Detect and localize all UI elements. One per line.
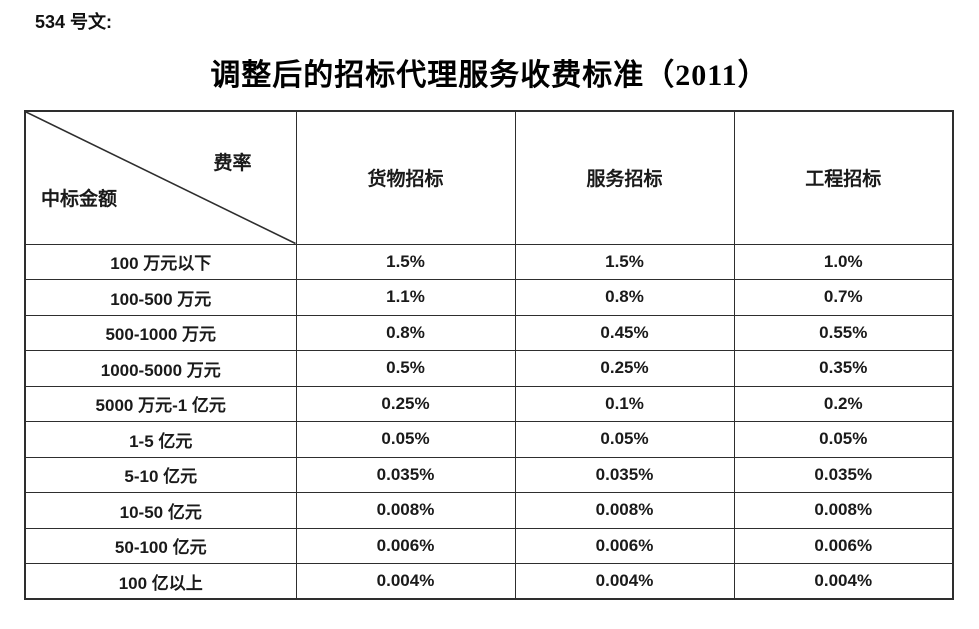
- fee-rate-cell: 0.006%: [733, 527, 954, 564]
- fee-rate-cell: 1.1%: [295, 279, 516, 316]
- fee-rate-cell: 0.035%: [295, 456, 516, 493]
- fee-standard-table: 费率 中标金额 货物招标 服务招标 工程招标 100 万元以下 1.5% 1.5% 1…: [24, 110, 954, 600]
- amount-tier-cell: 1-5 亿元: [24, 421, 297, 458]
- fee-rate-cell: 1.0%: [733, 243, 954, 280]
- fee-rate-cell: 0.8%: [295, 314, 516, 351]
- amount-tier-cell: 100 亿以上: [24, 563, 297, 600]
- amount-tier-cell: 5000 万元-1 亿元: [24, 385, 297, 422]
- fee-rate-cell: 0.008%: [295, 492, 516, 529]
- table-row: 1-5 亿元 0.05% 0.05% 0.05%: [24, 421, 954, 458]
- table-row: 1000-5000 万元 0.5% 0.25% 0.35%: [24, 350, 954, 387]
- fee-rate-cell: 0.8%: [514, 279, 735, 316]
- column-header-service-bidding: 服务招标: [514, 110, 735, 245]
- amount-tier-cell: 500-1000 万元: [24, 314, 297, 351]
- fee-rate-cell: 0.35%: [733, 350, 954, 387]
- fee-rate-cell: 0.035%: [514, 456, 735, 493]
- fee-rate-cell: 0.006%: [295, 527, 516, 564]
- table-row: 100 亿以上 0.004% 0.004% 0.004%: [24, 563, 954, 600]
- fee-rate-cell: 0.05%: [733, 421, 954, 458]
- fee-rate-cell: 1.5%: [514, 243, 735, 280]
- table-header-row: 费率 中标金额 货物招标 服务招标 工程招标: [24, 110, 954, 245]
- corner-label-amount: 中标金额: [41, 188, 118, 210]
- table-row: 5-10 亿元 0.035% 0.035% 0.035%: [24, 456, 954, 493]
- fee-rate-cell: 0.45%: [514, 314, 735, 351]
- fee-rate-cell: 0.004%: [733, 563, 954, 600]
- amount-tier-cell: 1000-5000 万元: [24, 350, 297, 387]
- amount-tier-cell: 5-10 亿元: [24, 456, 297, 493]
- fee-rate-cell: 0.035%: [733, 456, 954, 493]
- fee-rate-cell: 0.2%: [733, 385, 954, 422]
- fee-rate-cell: 0.25%: [514, 350, 735, 387]
- fee-rate-cell: 0.05%: [295, 421, 516, 458]
- table-row: 500-1000 万元 0.8% 0.45% 0.55%: [24, 314, 954, 351]
- amount-tier-cell: 50-100 亿元: [24, 527, 297, 564]
- fee-rate-cell: 0.7%: [733, 279, 954, 316]
- fee-rate-cell: 1.5%: [295, 243, 516, 280]
- table-row: 100-500 万元 1.1% 0.8% 0.7%: [24, 279, 954, 316]
- amount-tier-cell: 10-50 亿元: [24, 492, 297, 529]
- fee-rate-cell: 0.05%: [514, 421, 735, 458]
- amount-tier-cell: 100-500 万元: [24, 279, 297, 316]
- column-header-engineering-bidding: 工程招标: [733, 110, 954, 245]
- corner-label-rate: 费率: [213, 153, 252, 174]
- fee-rate-cell: 0.008%: [733, 492, 954, 529]
- table-row: 100 万元以下 1.5% 1.5% 1.0%: [24, 243, 954, 280]
- fee-rate-cell: 0.25%: [295, 385, 516, 422]
- doc-number-label: 534 号文:: [35, 12, 113, 32]
- fee-rate-cell: 0.004%: [295, 563, 516, 600]
- amount-tier-cell: 100 万元以下: [24, 243, 297, 280]
- column-header-goods-bidding: 货物招标: [295, 110, 516, 245]
- fee-rate-cell: 0.004%: [514, 563, 735, 600]
- table-row: 10-50 亿元 0.008% 0.008% 0.008%: [24, 492, 954, 529]
- page-title: 调整后的招标代理服务收费标准（2011）: [210, 59, 769, 92]
- fee-rate-cell: 0.55%: [733, 314, 954, 351]
- fee-rate-cell: 0.006%: [514, 527, 735, 564]
- fee-rate-cell: 0.008%: [514, 492, 735, 529]
- fee-rate-cell: 0.1%: [514, 385, 735, 422]
- corner-header-cell: 费率 中标金额: [24, 110, 297, 245]
- table-row: 5000 万元-1 亿元 0.25% 0.1% 0.2%: [24, 385, 954, 422]
- table-row: 50-100 亿元 0.006% 0.006% 0.006%: [24, 527, 954, 564]
- table-body: 100 万元以下 1.5% 1.5% 1.0% 100-500 万元 1.1% 0.8% 0.…: [24, 243, 954, 600]
- fee-rate-cell: 0.5%: [295, 350, 516, 387]
- diagonal-divider-line: [26, 112, 296, 244]
